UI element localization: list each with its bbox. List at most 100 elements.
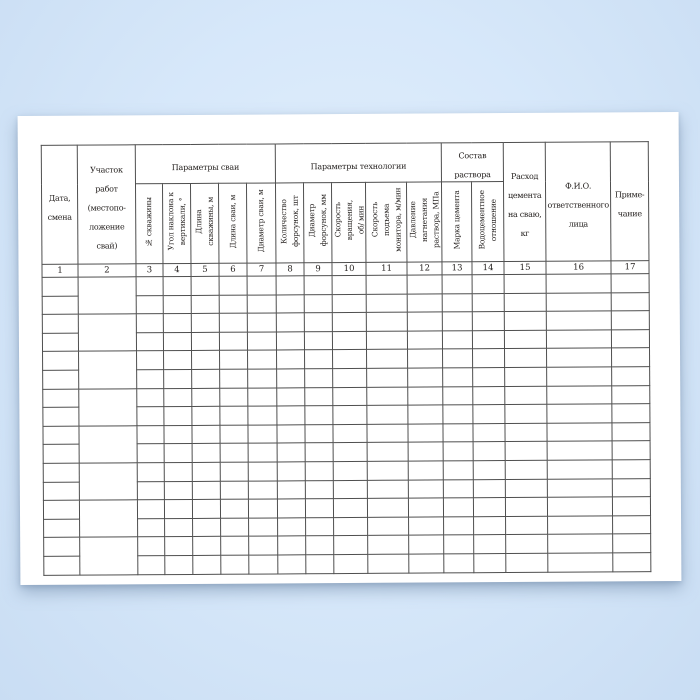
column-number: 12 <box>407 261 443 276</box>
body-cell <box>442 330 473 350</box>
group-header-label: Состав раствора <box>454 151 491 180</box>
body-cell <box>472 404 506 424</box>
body-cell <box>442 367 473 387</box>
body-cell <box>504 274 547 294</box>
body-cell <box>408 553 444 573</box>
body-cell <box>546 366 612 386</box>
body-cell <box>164 480 193 500</box>
body-cell <box>504 292 547 312</box>
body-cell <box>220 443 249 463</box>
body-cell <box>333 461 368 481</box>
body-cell <box>78 388 137 426</box>
body-cell <box>333 498 368 518</box>
body-cell <box>219 406 248 426</box>
body-cell <box>192 518 221 537</box>
column-number: 5 <box>190 263 220 277</box>
body-cell <box>277 443 306 462</box>
body-cell <box>43 481 80 501</box>
body-cell <box>219 350 248 370</box>
body-cell <box>79 499 138 538</box>
column-number: 2 <box>77 263 137 278</box>
body-cell <box>366 349 408 369</box>
body-cell <box>42 425 80 445</box>
body-cell <box>136 369 164 389</box>
body-cell <box>407 405 444 424</box>
body-cell <box>136 332 164 352</box>
body-cell <box>305 535 334 555</box>
body-cell <box>612 422 651 442</box>
body-cell <box>136 295 164 314</box>
column-header-injection-pressure: Давление нагнетания раствора, МПа <box>406 181 443 263</box>
body-cell <box>547 497 613 517</box>
body-cell <box>333 479 368 499</box>
body-cell <box>332 293 367 313</box>
body-cell <box>248 443 278 463</box>
body-cell <box>305 498 334 518</box>
body-cell <box>137 536 165 556</box>
body-cell <box>219 276 248 295</box>
body-cell <box>247 350 277 370</box>
body-cell <box>443 497 474 517</box>
body-cell <box>408 460 444 480</box>
body-cell <box>442 293 473 313</box>
body-cell <box>220 480 249 500</box>
group-header-mortar-composition: Состав раствора <box>441 142 504 182</box>
body-cell <box>163 350 192 370</box>
body-cell <box>248 461 278 481</box>
group-header-label: Параметры сваи <box>171 162 240 172</box>
body-cell <box>42 388 79 408</box>
body-cell <box>505 460 548 480</box>
column-header-label: Количество форсунок, шт <box>279 195 300 247</box>
body-cell <box>164 462 193 482</box>
column-header-borehole-length: Длина скважины, м <box>190 183 219 264</box>
body-cell <box>366 293 408 313</box>
body-cell <box>137 443 165 463</box>
body-cell <box>163 425 193 444</box>
body-cell <box>220 517 249 537</box>
body-cell <box>407 386 443 406</box>
body-cell <box>304 331 333 351</box>
body-cell <box>473 460 506 480</box>
body-cell <box>546 292 612 312</box>
body-cell <box>367 554 409 573</box>
body-cell <box>192 555 221 574</box>
body-cell <box>472 348 505 368</box>
body-cell <box>504 311 547 331</box>
body-cell <box>505 534 548 554</box>
body-cell <box>442 404 474 424</box>
body-cell <box>407 312 443 331</box>
body-cell <box>442 274 473 294</box>
body-cell <box>219 294 248 314</box>
body-cell <box>277 424 306 444</box>
body-cell <box>192 480 221 500</box>
column-header-date-shift: Дата, смена <box>41 145 78 265</box>
column-number: 6 <box>218 263 248 277</box>
body-cell <box>473 534 506 554</box>
body-cell <box>443 442 474 461</box>
body-cell <box>505 441 548 461</box>
body-cell <box>442 386 473 406</box>
body-cell <box>43 518 80 538</box>
body-cell <box>332 275 367 295</box>
body-cell <box>407 330 443 350</box>
body-cell <box>247 313 277 332</box>
column-header-label: Дата, смена <box>47 193 72 222</box>
body-cell <box>332 386 367 406</box>
body-cell <box>136 351 164 370</box>
body-cell <box>472 311 505 331</box>
body-cell <box>191 294 220 314</box>
body-cell <box>276 350 305 369</box>
body-cell <box>136 276 164 296</box>
body-cell <box>366 330 408 350</box>
body-cell <box>164 499 193 519</box>
body-cell <box>276 405 306 425</box>
body-cell <box>78 276 137 315</box>
body-cell <box>192 536 221 556</box>
body-cell <box>248 536 278 556</box>
body-cell <box>612 533 651 553</box>
body-cell <box>305 442 334 462</box>
column-header-label: Расход цемента на сваю, кг <box>507 171 542 238</box>
body-cell <box>78 425 138 464</box>
body-cell <box>366 368 408 387</box>
body-cell <box>546 404 613 424</box>
